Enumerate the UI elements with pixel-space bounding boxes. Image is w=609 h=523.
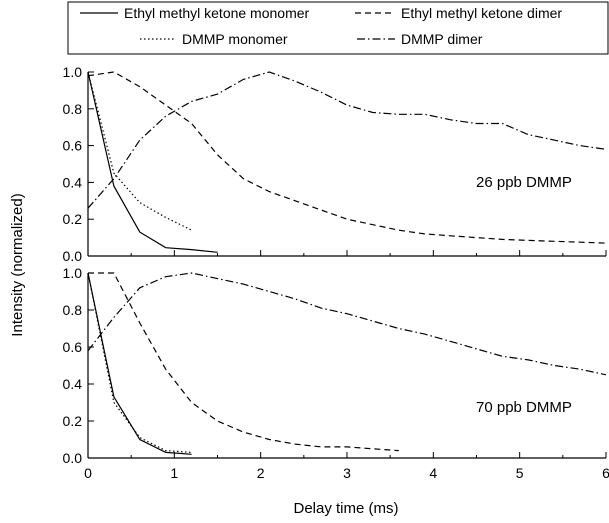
legend-label-ethyl-methyl-ketone-dimer: Ethyl methyl ketone dimer — [401, 5, 562, 21]
panels: 0.00.20.40.60.81.026 ppb DMMP0.00.20.40.… — [63, 64, 609, 481]
x-tick-label: 5 — [516, 465, 524, 481]
series-line-dmmp-monomer — [87, 71, 192, 231]
x-tick-label: 6 — [602, 465, 609, 481]
y-tick-label: 0.4 — [63, 376, 83, 392]
legend-label-dmmp-dimer: DMMP dimer — [401, 31, 483, 47]
y-tick-label: 0.2 — [63, 211, 83, 227]
series-line-ethyl-methyl-ketone-monomer — [87, 71, 218, 253]
panel-annotation: 70 ppb DMMP — [476, 399, 572, 416]
y-tick-label: 0.4 — [63, 174, 83, 190]
x-tick-label: 4 — [429, 465, 437, 481]
x-tick-label: 1 — [170, 465, 178, 481]
y-tick-label: 0.8 — [63, 302, 83, 318]
x-tick-label: 2 — [257, 465, 265, 481]
series-line-ethyl-methyl-ketone-dimer — [87, 71, 607, 244]
legend-label-ethyl-methyl-ketone-monomer: Ethyl methyl ketone monomer — [124, 5, 310, 21]
x-axis-label: Delay time (ms) — [293, 500, 398, 517]
y-tick-label: 0.2 — [63, 413, 83, 429]
series-line-dmmp-dimer — [87, 272, 607, 376]
y-tick-label: 1.0 — [63, 64, 83, 80]
y-tick-label: 0.0 — [63, 248, 83, 264]
y-tick-label: 0.6 — [63, 339, 83, 355]
x-tick-label: 0 — [84, 465, 92, 481]
y-axis-label: Intensity (normalized) — [9, 193, 26, 336]
legend-box — [67, 1, 609, 55]
panel-annotation: 26 ppb DMMP — [476, 174, 572, 191]
y-tick-label: 0.8 — [63, 101, 83, 117]
series-line-ethyl-methyl-ketone-dimer — [88, 272, 399, 452]
y-tick-label: 1.0 — [63, 265, 83, 281]
series-line-dmmp-monomer — [87, 272, 192, 453]
legend: Ethyl methyl ketone monomer Ethyl methyl … — [67, 1, 609, 55]
series-line-ethyl-methyl-ketone-monomer — [87, 272, 192, 455]
panel-2: 0.0 0.2 0.4 0.6 0.8 1.0 0 1 2 3 4 5 6 70 ppb DMMP — [63, 265, 609, 481]
series-line-dmmp-dimer — [87, 71, 607, 209]
legend-label-dmmp-monomer: DMMP monomer — [182, 31, 288, 47]
y-tick-label: 0.0 — [63, 450, 83, 466]
x-tick-label: 3 — [343, 465, 351, 481]
panel-1: 0.0 0.2 0.4 0.6 0.8 1.0 26 ppb DMMP — [63, 64, 607, 264]
y-tick-label: 0.6 — [63, 138, 83, 154]
